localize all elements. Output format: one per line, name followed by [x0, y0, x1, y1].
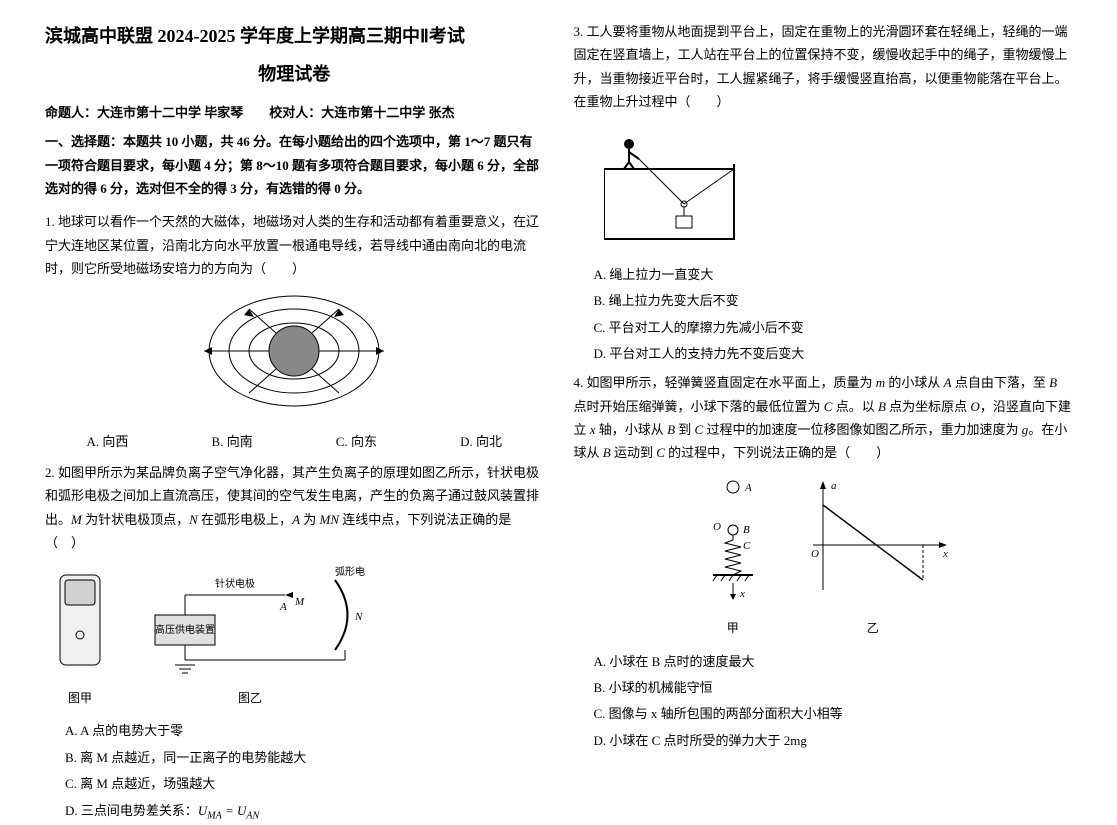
q4-options: A. 小球在 B 点时的速度最大 B. 小球的机械能守恒 C. 图像与 x 轴所… — [594, 650, 1073, 753]
a-x-graph-icon: a x O — [793, 475, 953, 605]
svg-text:C: C — [743, 540, 751, 552]
q2-label-yi: 图乙 — [135, 688, 365, 710]
q2-label-jia: 图甲 — [45, 688, 115, 710]
q2-opt-a: A. A 点的电势大于零 — [65, 719, 544, 742]
q2-suffix: 为针状电极顶点， — [82, 512, 189, 527]
q2-opt-b: B. 离 M 点越近，同一正离子的电势能越大 — [65, 746, 544, 769]
electrode-circuit-icon: 高压供电装置 针状电极 A M 弧形电极 N — [135, 565, 365, 675]
q1-opt-b: B. 向南 — [212, 430, 253, 453]
svg-text:A: A — [744, 482, 752, 494]
q4-opt-c: C. 图像与 x 轴所包围的两部分面积大小相等 — [594, 702, 1073, 725]
q4-t3: 点自由下落，至 — [952, 375, 1050, 390]
q4-fig-jia: A O B C x 甲 — [693, 475, 773, 640]
q2-text: 2. 如图甲所示为某品牌负离子空气净化器，其产生负离子的原理如图乙所示，针状电极… — [45, 461, 544, 555]
q4-fig-yi: a x O 乙 — [793, 475, 953, 640]
q4-opt-b: B. 小球的机械能守恒 — [594, 676, 1073, 699]
q4-text: 4. 如图甲所示，轻弹簧竖直固定在水平面上，质量为 m 的小球从 A 点自由下落… — [574, 371, 1073, 465]
q3-opt-c: C. 平台对工人的摩擦力先减小后不变 — [594, 316, 1073, 339]
q4-label-jia: 甲 — [693, 618, 773, 640]
svg-text:M: M — [294, 596, 305, 608]
q4-t12: 运动到 — [611, 445, 657, 460]
q2-opt-d: D. 三点间电势差关系：UMA = UAN — [65, 799, 544, 825]
q4-t1: 4. 如图甲所示，轻弹簧竖直固定在水平面上，质量为 — [574, 375, 876, 390]
q4-label-yi: 乙 — [793, 618, 953, 640]
svg-text:B: B — [743, 524, 750, 536]
q3-opt-b: B. 绳上拉力先变大后不变 — [594, 289, 1073, 312]
q4-opt-a: A. 小球在 B 点时的速度最大 — [594, 650, 1073, 673]
q1-opt-d: D. 向北 — [460, 430, 502, 453]
q4-t9: 到 — [675, 422, 695, 437]
earth-magnet-icon — [194, 291, 394, 411]
q3-figure — [604, 124, 1073, 253]
svg-text:O: O — [713, 521, 721, 533]
q2-options: A. A 点的电势大于零 B. 离 M 点越近，同一正离子的电势能越大 C. 离… — [65, 719, 544, 825]
svg-text:N: N — [354, 611, 363, 623]
svg-text:针状电极: 针状电极 — [215, 577, 255, 590]
q4-t5: 点。以 — [832, 399, 878, 414]
q1-text: 1. 地球可以看作一个天然的大磁体，地磁场对人类的生存和活动都有着重要意义，在辽… — [45, 210, 544, 280]
authors-line: 命题人：大连市第十二中学 毕家琴 校对人：大连市第十二中学 张杰 — [45, 101, 544, 124]
left-column: 滨城高中联盟 2024-2025 学年度上学期高三期中Ⅱ考试 物理试卷 命题人：… — [30, 20, 559, 780]
q3-options: A. 绳上拉力一直变大 B. 绳上拉力先变大后不变 C. 平台对工人的摩擦力先减… — [594, 263, 1073, 366]
title-main: 滨城高中联盟 2024-2025 学年度上学期高三期中Ⅱ考试 — [45, 20, 544, 52]
q1-options: A. 向西 B. 向南 C. 向东 D. 向北 — [45, 430, 544, 453]
title-sub: 物理试卷 — [45, 58, 544, 90]
q2-fig-yi: 高压供电装置 针状电极 A M 弧形电极 N 图乙 — [135, 565, 365, 710]
q2-figure: 图甲 高压供电装置 针状电极 A M 弧形电极 N — [45, 565, 544, 710]
q2-opt-c: C. 离 M 点越近，场强越大 — [65, 772, 544, 795]
purifier-icon — [45, 565, 115, 675]
q2-n: 在弧形电极上， — [198, 512, 292, 527]
svg-text:A: A — [279, 601, 287, 613]
q1-opt-c: C. 向东 — [336, 430, 377, 453]
q4-t2: 的小球从 — [885, 375, 944, 390]
right-column: 3. 工人要将重物从地面提到平台上，固定在重物上的光滑圆环套在轻绳上，轻绳的一端… — [559, 20, 1088, 780]
spring-ball-icon: A O B C x — [693, 475, 773, 605]
q3-text: 3. 工人要将重物从地面提到平台上，固定在重物上的光滑圆环套在轻绳上，轻绳的一端… — [574, 20, 1073, 114]
q4-figure: A O B C x 甲 a — [574, 475, 1073, 640]
q4-t8: 轴，小球从 — [596, 422, 668, 437]
svg-text:O: O — [811, 548, 819, 560]
q4-t4: 点时开始压缩弹簧，小球下落的最低位置为 — [574, 399, 824, 414]
svg-text:高压供电装置: 高压供电装置 — [155, 623, 215, 636]
svg-text:x: x — [739, 588, 745, 600]
q4-t6: 点为坐标原点 — [886, 399, 971, 414]
svg-text:x: x — [942, 548, 948, 560]
q4-opt-d: D. 小球在 C 点时所受的弹力大于 2mg — [594, 729, 1073, 752]
q2-fig-jia: 图甲 — [45, 565, 115, 710]
instructions: 一、选择题：本题共 10 小题，共 46 分。在每小题给出的四个选项中，第 1～… — [45, 130, 544, 200]
svg-text:a: a — [831, 480, 837, 492]
q3-opt-a: A. 绳上拉力一直变大 — [594, 263, 1073, 286]
q1-opt-a: A. 向西 — [87, 430, 129, 453]
q1-figure — [45, 291, 544, 420]
q4-t10: 过程中的加速度一位移图像如图乙所示，重力加速度为 — [703, 422, 1022, 437]
svg-text:弧形电极: 弧形电极 — [335, 565, 365, 578]
q3-opt-d: D. 平台对工人的支持力先不变后变大 — [594, 342, 1073, 365]
worker-platform-icon — [604, 124, 774, 244]
q2-a: 为 — [300, 512, 320, 527]
q2-d-prefix: D. 三点间电势差关系： — [65, 803, 198, 818]
q4-t13: 的过程中，下列说法正确的是（ ） — [665, 445, 889, 460]
